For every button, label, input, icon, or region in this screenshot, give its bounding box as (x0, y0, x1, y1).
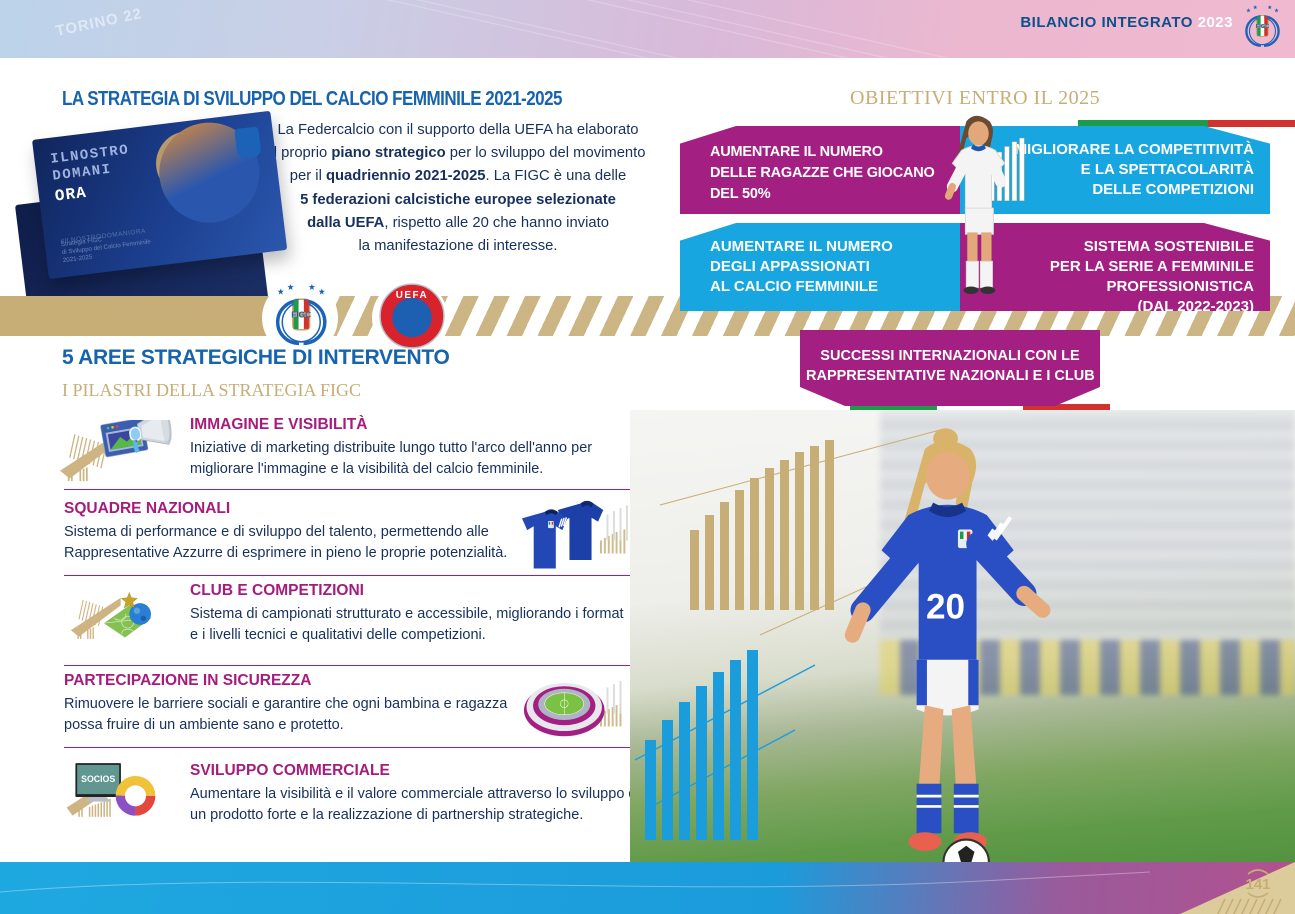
svg-text:20: 20 (926, 587, 965, 626)
svg-text:UEFA: UEFA (396, 290, 428, 301)
svg-text:SOCIOS: SOCIOS (81, 774, 115, 784)
svg-text:141: 141 (1245, 876, 1270, 893)
svg-text:FIGC: FIGC (1256, 24, 1270, 30)
svg-text:FIGC: FIGC (291, 310, 311, 320)
